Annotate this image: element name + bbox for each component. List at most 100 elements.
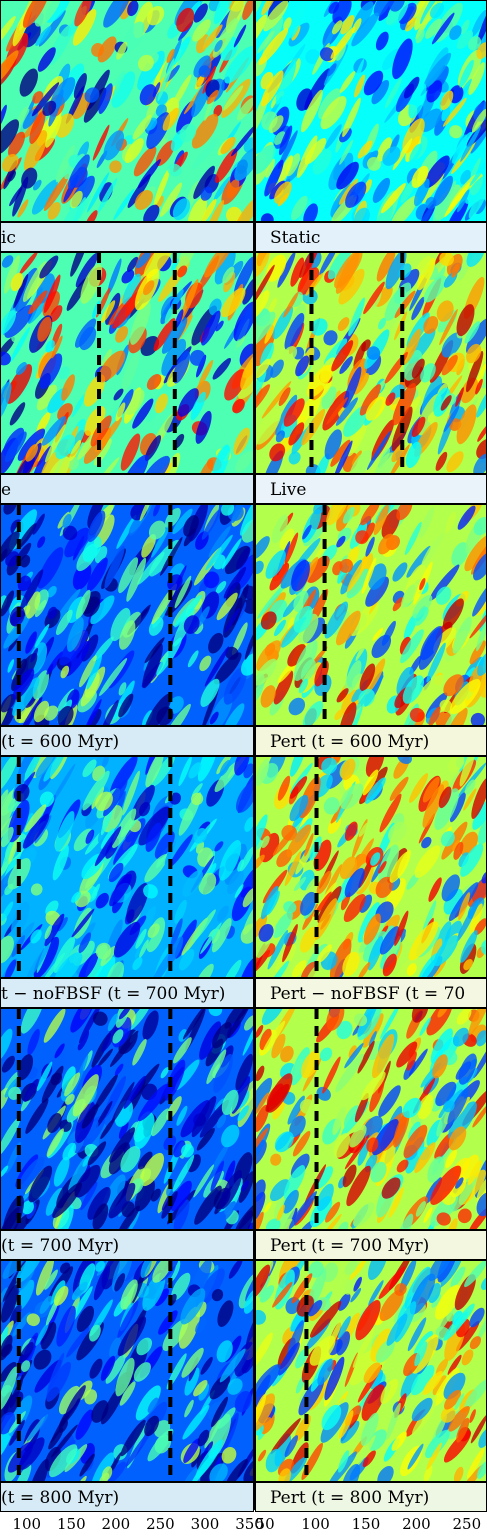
heatmap-streak <box>10 327 31 363</box>
heatmap-streak <box>215 1098 226 1111</box>
heatmap-streak <box>66 1327 90 1358</box>
heatmap-streak <box>324 601 349 639</box>
left-heatmap-2 <box>1 253 253 473</box>
heatmap-streak <box>473 551 486 581</box>
heatmap-streak <box>116 41 128 60</box>
heatmap-streak <box>401 584 416 609</box>
heatmap-streak <box>89 1358 103 1379</box>
heatmap-streak <box>8 131 25 158</box>
right-x-axis: 50 100 150 200 250 <box>255 1513 487 1538</box>
heatmap-streak <box>17 696 43 725</box>
heatmap-streak <box>423 52 452 89</box>
heatmap-streak <box>37 536 46 548</box>
heatmap-streak <box>211 918 232 953</box>
heatmap-streak <box>398 1213 414 1229</box>
heatmap-streak <box>429 564 460 602</box>
heatmap-streak <box>476 1461 486 1479</box>
heatmap-streak <box>171 36 191 67</box>
heatmap-streak <box>314 898 338 940</box>
heatmap-streak <box>9 402 26 426</box>
heatmap-streak <box>414 203 435 221</box>
heatmap-streak <box>1 789 9 807</box>
heatmap-streak <box>225 206 242 221</box>
heatmap-streak <box>454 1303 475 1330</box>
heatmap-streak <box>405 441 422 469</box>
heatmap-streak <box>293 876 307 891</box>
heatmap-streak <box>166 48 175 63</box>
heatmap-streak <box>393 1110 410 1148</box>
heatmap-streak <box>377 1465 394 1481</box>
heatmap-streak <box>382 953 397 977</box>
heatmap-streak <box>370 1328 393 1362</box>
heatmap-streak <box>256 1394 266 1426</box>
heatmap-streak <box>355 633 371 662</box>
heatmap-streak <box>141 455 170 473</box>
heatmap-streak <box>316 1183 334 1212</box>
heatmap-streak <box>456 1464 484 1481</box>
heatmap-streak <box>95 1100 113 1128</box>
heatmap-streak <box>300 961 318 977</box>
heatmap-streak <box>409 143 422 163</box>
heatmap-streak <box>312 149 332 175</box>
heatmap-streak <box>422 784 445 828</box>
heatmap-streak <box>234 1341 253 1377</box>
right-panel-label-3: Pert (t = 600 Myr) <box>255 726 487 756</box>
heatmap-streak <box>181 1143 194 1158</box>
heatmap-streak <box>358 688 375 707</box>
heatmap-streak <box>1 901 14 922</box>
right-x-tick-label: 100 <box>301 1515 330 1533</box>
heatmap-streak <box>144 854 168 883</box>
heatmap-streak <box>267 960 290 977</box>
heatmap-streak <box>409 1273 436 1315</box>
heatmap-streak <box>261 1 278 16</box>
heatmap-streak <box>221 1124 240 1148</box>
heatmap-streak <box>169 834 193 867</box>
heatmap-streak <box>392 383 417 426</box>
heatmap-streak <box>259 1028 272 1051</box>
heatmap-streak <box>212 444 230 473</box>
heatmap-streak <box>13 1463 32 1481</box>
heatmap-streak <box>289 776 308 799</box>
heatmap-streak <box>328 1 340 14</box>
heatmap-streak <box>193 165 215 200</box>
heatmap-streak <box>273 670 294 705</box>
heatmap-streak <box>78 952 99 977</box>
heatmap-streak <box>111 808 137 849</box>
heatmap-streak <box>243 137 253 153</box>
heatmap-streak <box>28 1165 53 1203</box>
heatmap-streak <box>45 456 70 473</box>
heatmap-streak <box>119 1381 136 1406</box>
heatmap-streak <box>240 1180 250 1192</box>
heatmap-streak <box>432 1054 448 1079</box>
heatmap-streak <box>62 525 78 541</box>
heatmap-streak <box>182 870 203 897</box>
heatmap-streak <box>283 291 299 318</box>
heatmap-streak <box>367 156 381 171</box>
heatmap-streak <box>49 305 63 323</box>
heatmap-streak <box>198 872 217 895</box>
heatmap-streak <box>343 1105 361 1129</box>
left-x-tick-label: 250 <box>146 1515 175 1533</box>
left-panel-label-6: (t = 800 Myr) <box>0 1482 254 1512</box>
heatmap-streak <box>1 255 14 268</box>
heatmap-streak <box>258 1275 271 1298</box>
heatmap-streak <box>290 1047 310 1086</box>
heatmap-streak <box>19 1342 34 1363</box>
heatmap-streak <box>187 650 199 668</box>
heatmap-streak <box>419 1017 431 1036</box>
heatmap-streak <box>127 256 139 272</box>
heatmap-streak <box>1 1287 9 1303</box>
heatmap-streak <box>384 282 412 321</box>
heatmap-streak <box>31 82 60 117</box>
heatmap-streak <box>283 398 305 427</box>
heatmap-streak <box>458 892 471 921</box>
heatmap-streak <box>17 1054 34 1081</box>
heatmap-streak <box>339 127 352 143</box>
heatmap-streak <box>28 290 48 315</box>
heatmap-streak <box>24 804 47 833</box>
heatmap-streak <box>178 757 192 787</box>
heatmap-streak <box>202 65 217 94</box>
heatmap-streak <box>431 12 455 45</box>
heatmap-streak <box>441 332 463 358</box>
heatmap-streak <box>113 188 135 221</box>
